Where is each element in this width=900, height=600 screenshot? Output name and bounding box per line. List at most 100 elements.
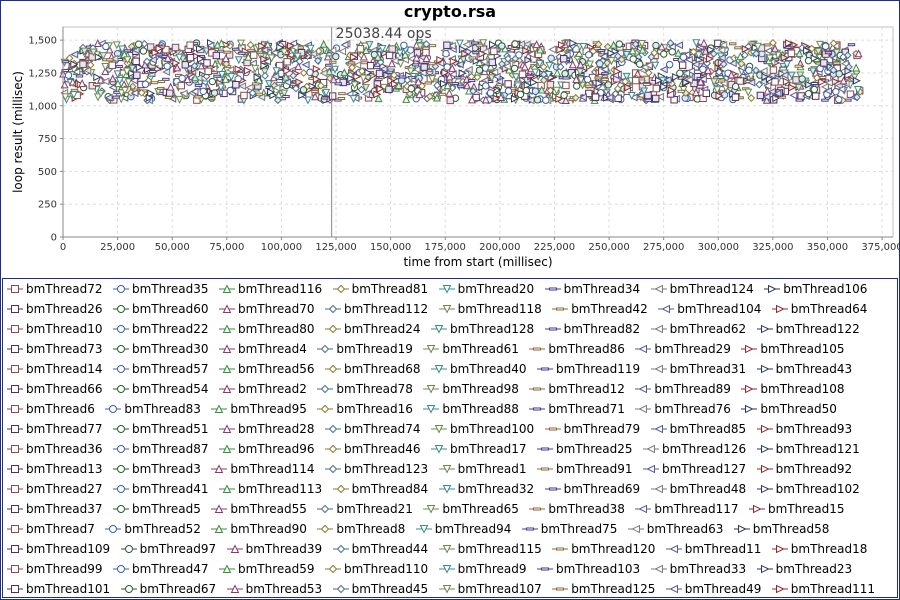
data-point [677,89,685,93]
data-point [173,63,182,72]
legend-marker-icon [7,325,23,333]
data-point [562,76,570,80]
data-point [385,85,393,94]
legend-marker-icon [113,485,129,493]
data-point [163,62,171,70]
data-point [815,40,825,49]
legend-marker-icon [756,324,773,334]
data-point [526,74,534,78]
data-point [542,96,550,104]
data-point [166,82,175,91]
data-point [245,83,254,92]
x-tick-label: 100,000 [261,242,302,253]
data-point [488,58,496,67]
data-point [422,53,431,62]
data-point [379,64,388,73]
data-point [445,88,454,97]
data-point [511,40,519,48]
data-point [820,59,828,67]
data-point [638,45,647,54]
data-point [686,67,695,76]
data-point [162,77,170,81]
legend-marker-icon [332,484,349,494]
legend-label: bmThread117 [654,502,739,516]
legend-marker-icon [537,447,553,451]
data-point [794,64,802,68]
data-point [467,95,477,104]
data-point [747,78,756,87]
data-point [510,64,519,73]
data-point [498,60,506,68]
data-point [594,76,602,80]
data-point [385,51,394,60]
data-point [481,95,490,104]
legend-label: bmThread104 [677,302,762,316]
data-point [295,78,304,87]
legend-marker-icon [764,284,781,294]
legend-label: bmThread11 [684,542,762,556]
data-point [61,93,70,102]
legend-marker-icon [332,544,349,554]
data-point [740,51,749,60]
data-point [181,61,189,69]
data-point [636,60,644,68]
legend-marker-icon [7,305,23,313]
data-point [684,75,693,84]
data-point [550,57,559,66]
data-point [765,54,774,63]
data-point [373,52,382,61]
data-point [532,40,541,49]
data-point [546,86,555,95]
data-point [267,88,276,97]
legend-label: bmThread77 [26,422,103,436]
data-point [539,63,548,71]
data-point [513,82,522,91]
data-point [759,67,768,76]
data-point [734,46,742,50]
data-point [372,65,381,69]
data-point [553,68,562,77]
data-point [682,78,691,87]
legend-label: bmThread1 [457,462,527,476]
legend-label: bmThread92 [775,462,853,476]
data-point [577,76,586,85]
legend-marker-icon [438,545,455,554]
legend-label: bmThread96 [238,442,315,456]
data-point [789,91,798,100]
legend-marker-icon [635,384,652,394]
data-point [576,60,585,69]
data-point [359,74,368,83]
data-point [676,69,684,77]
legend-marker-icon [438,585,455,594]
legend-marker-icon [650,364,667,374]
data-point [578,93,587,102]
legend-marker-icon [635,344,652,354]
legend-label: bmThread48 [669,482,747,496]
legend-label: bmThread91 [556,462,633,476]
data-point [298,91,307,100]
legend-marker-icon [7,585,23,593]
legend-marker-icon [7,345,23,353]
legend-marker-icon [317,404,334,414]
data-point [720,91,729,99]
data-point [179,89,188,98]
data-point [457,84,465,88]
data-point [644,68,653,77]
data-point [520,62,529,71]
data-point [272,83,281,92]
data-point [312,75,321,84]
data-point [585,84,593,88]
data-point [210,89,219,97]
data-point [282,95,290,99]
legend-label: bmThread99 [26,562,103,576]
data-point [157,79,166,83]
data-point [361,84,370,93]
legend-marker-icon [627,524,644,534]
data-point [290,43,299,52]
series-bmThread59 [191,40,647,103]
legend-marker-icon [113,365,129,373]
legend-marker-icon [219,364,235,373]
data-point [203,59,211,67]
data-point [447,41,456,50]
data-point [280,89,289,98]
